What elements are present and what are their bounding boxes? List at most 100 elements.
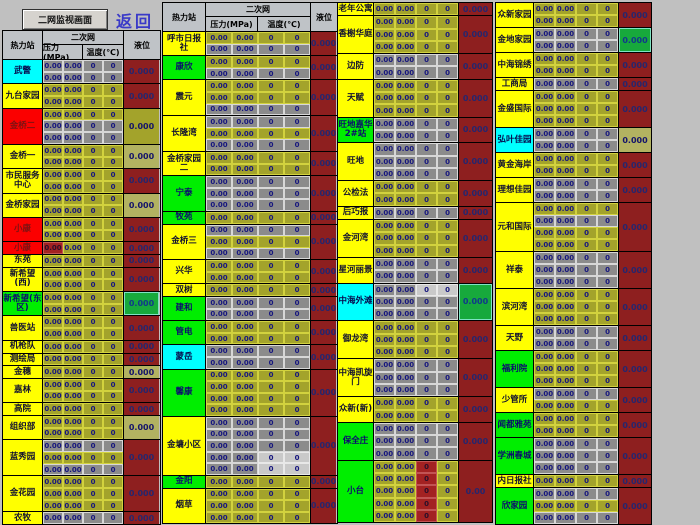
station-cell[interactable]: 众新家园 bbox=[496, 3, 534, 27]
station-cell[interactable]: 测绘局 bbox=[3, 353, 43, 366]
station-cell[interactable]: 机枪队 bbox=[3, 340, 43, 353]
station-cell[interactable]: 元和国际 bbox=[496, 203, 534, 251]
station-cell[interactable]: 小康 bbox=[3, 242, 43, 254]
station-cell[interactable]: 少管所 bbox=[496, 388, 534, 412]
station-cell[interactable]: 黄金海岸 bbox=[496, 153, 534, 177]
station-cell[interactable]: 天野 bbox=[496, 326, 534, 350]
station-cell[interactable]: 长隆湾 bbox=[163, 116, 206, 151]
station-cell[interactable]: 后巧报 bbox=[338, 206, 374, 220]
station-cell[interactable]: 金墉小区 bbox=[163, 417, 206, 475]
station-cell[interactable]: 御龙湾 bbox=[338, 321, 374, 359]
station-cell[interactable]: 中海凯旋门 bbox=[338, 359, 374, 397]
temperature-value: 0 bbox=[284, 440, 310, 452]
station-cell[interactable]: 金桥家园二 bbox=[163, 151, 206, 176]
station-cell[interactable]: 金盛国际 bbox=[496, 91, 534, 127]
data-row: 0.00 0.00 0 0 bbox=[206, 236, 310, 248]
station-cell[interactable]: 市民服务中心 bbox=[3, 169, 43, 193]
station-cell[interactable]: 闻都雅苑 bbox=[496, 413, 534, 437]
station-cell[interactable]: 天赋 bbox=[338, 79, 374, 117]
station-cell[interactable]: 旺地嘉华2#站 bbox=[338, 117, 374, 143]
station-cell[interactable]: 工商局 bbox=[496, 78, 534, 90]
temperature-value: 0 bbox=[284, 417, 310, 429]
station-cell[interactable]: 香榭华庭 bbox=[338, 16, 374, 54]
station-cell[interactable]: 金河湾 bbox=[338, 220, 374, 257]
station-cell[interactable]: 金花园 bbox=[3, 476, 43, 512]
station-cell[interactable]: 老年公寓 bbox=[338, 3, 374, 16]
data-row: 0.00 0.00 0 0 bbox=[534, 450, 618, 462]
station-cell[interactable]: 震元 bbox=[163, 80, 206, 116]
station-cell[interactable]: 福利院 bbox=[496, 351, 534, 387]
pressure-value: 0.00 bbox=[374, 321, 395, 334]
temperature-value: 0 bbox=[103, 193, 123, 206]
station-cell[interactable]: 旺地 bbox=[338, 143, 374, 181]
station-cell[interactable]: 中海外滩 bbox=[338, 283, 374, 321]
pressure-value: 0.00 bbox=[374, 509, 395, 523]
station-cell[interactable]: 兽医站 bbox=[3, 316, 43, 340]
station-cell[interactable]: 宁泰 bbox=[163, 176, 206, 211]
station-cell[interactable]: 组织部 bbox=[3, 415, 43, 440]
station-cell[interactable]: 金地家园 bbox=[496, 28, 534, 52]
station-cell[interactable]: 祥泰 bbox=[496, 252, 534, 288]
station-cell[interactable]: 呼市日报社 bbox=[163, 32, 206, 56]
station-cell[interactable]: 中海锦绣 bbox=[496, 53, 534, 77]
pressure-value: 0.00 bbox=[43, 267, 63, 280]
header-level-label: 液位 bbox=[311, 3, 337, 31]
station-cell[interactable]: 星河丽景 bbox=[338, 257, 374, 283]
station-cell[interactable]: 小台 bbox=[338, 460, 374, 523]
station-cell[interactable]: 武警 bbox=[3, 60, 43, 84]
station-cell[interactable]: 建和 bbox=[163, 297, 206, 321]
station-cell[interactable]: 金桥家园 bbox=[3, 193, 43, 217]
station-cell[interactable]: 金桥二 bbox=[3, 108, 43, 144]
temperature-value: 0 bbox=[576, 500, 597, 512]
station-cell[interactable]: 新希望(西) bbox=[3, 267, 43, 292]
return-button[interactable]: 返回 bbox=[116, 12, 155, 31]
pressure-value: 0.00 bbox=[63, 144, 83, 157]
station-cell[interactable]: 弘叶佳园 bbox=[496, 128, 534, 152]
temperature-value: 0 bbox=[103, 390, 123, 403]
station-cell[interactable]: 九台家园 bbox=[3, 84, 43, 108]
station-cell[interactable]: 保全庄 bbox=[338, 422, 374, 460]
station-cell[interactable]: 蓝秀园 bbox=[3, 440, 43, 476]
data-row: 0.00 0.00 0 0 bbox=[43, 499, 123, 512]
station-cell[interactable]: 金穗 bbox=[3, 366, 43, 378]
station-cell[interactable]: 新希望(东区) bbox=[3, 292, 43, 316]
station-cell[interactable]: 牧苑 bbox=[163, 211, 206, 224]
pressure-value: 0.00 bbox=[374, 54, 395, 67]
temperature-value: 0 bbox=[258, 392, 284, 405]
pressure-value: 0.00 bbox=[206, 247, 232, 260]
station-cell[interactable]: 滨河湾 bbox=[496, 289, 534, 325]
station-cell[interactable]: 公检法 bbox=[338, 181, 374, 206]
pressure-value: 0.00 bbox=[534, 165, 555, 177]
pressure-value: 0.00 bbox=[534, 264, 555, 276]
station-rows: 0.00 0.00 0 0 0.00 0.00 0 0 0.00 0.00 0 0 bbox=[374, 79, 458, 117]
pressure-value: 0.00 bbox=[534, 78, 555, 90]
station-cell[interactable]: 东苑 bbox=[3, 255, 43, 267]
station-cell[interactable]: 小康 bbox=[3, 217, 43, 242]
station-cell[interactable]: 边防 bbox=[338, 54, 374, 79]
pressure-value: 0.00 bbox=[206, 43, 232, 56]
screen-title-button[interactable]: 二网监视画面 bbox=[22, 9, 108, 30]
station-cell[interactable]: 众新(新) bbox=[338, 397, 374, 422]
station-cell[interactable]: 康欣 bbox=[163, 56, 206, 80]
station-cell[interactable]: 蒙岳 bbox=[163, 345, 206, 369]
temperature-value: 0 bbox=[576, 15, 597, 27]
station-cell[interactable]: 馨康 bbox=[163, 369, 206, 416]
station-cell[interactable]: 双树 bbox=[163, 284, 206, 297]
station-cell[interactable]: 金阳 bbox=[163, 475, 206, 488]
station-rows: 0.00 0.00 0 0 0.00 0.00 0 0 bbox=[534, 178, 618, 202]
station-cell[interactable]: 内日报社 bbox=[496, 475, 534, 487]
temperature-value: 0 bbox=[103, 340, 123, 353]
station-cell[interactable]: 烟草 bbox=[163, 488, 206, 524]
station-cell[interactable]: 金桥三 bbox=[163, 224, 206, 260]
station-cell[interactable]: 金桥一 bbox=[3, 144, 43, 169]
station-cell[interactable]: 理想佳园 bbox=[496, 178, 534, 202]
station-cell[interactable]: 管电 bbox=[163, 321, 206, 345]
station-cell[interactable]: 高院 bbox=[3, 403, 43, 415]
data-row: 0.00 0.00 0 0 bbox=[374, 181, 458, 194]
station-cell[interactable]: 兴华 bbox=[163, 260, 206, 284]
station-cell[interactable]: 欣家园 bbox=[496, 488, 534, 524]
station-cell[interactable]: 农牧 bbox=[3, 512, 43, 525]
station-cell[interactable]: 学洲春城 bbox=[496, 438, 534, 474]
station-cell[interactable]: 嘉林 bbox=[3, 378, 43, 403]
